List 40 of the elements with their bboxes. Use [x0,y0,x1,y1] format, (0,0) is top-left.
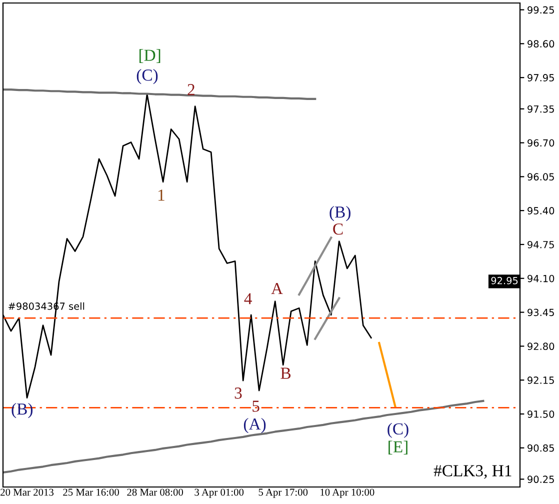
y-tick-label: 96.05 [528,173,554,181]
y-tick-label: 91.50 [528,410,554,418]
y-tick-label: 94.75 [528,240,554,248]
y-tick-label: 92.15 [528,376,554,384]
y-tick-label: 95.40 [528,207,554,214]
line-series [298,236,332,296]
x-tick-label: 5 Apr 17:00 [258,488,308,498]
y-tick-label: 97.35 [528,105,554,113]
annotation: (B) [12,402,33,418]
x-tick-label: 10 Apr 10:00 [320,488,374,498]
y-tick-label: 92.80 [528,342,554,350]
annotation: (B) [330,206,350,222]
annotation: 2 [188,84,194,96]
x-tick-label: 20 Mar 2013 [0,488,54,496]
annotation: 1 [158,190,164,201]
x-tick-label: 3 Apr 01:00 [194,488,244,498]
annotation: 92.95 [491,276,518,284]
y-tick-label: 99.25 [528,6,554,14]
annotation: 5 [252,400,260,412]
y-tick-label: 98.60 [528,40,554,48]
annotation: (C) [136,69,158,84]
y-tick-label: 96.70 [528,139,554,147]
annotation: [D] [139,49,160,63]
annotation: (C) [388,422,408,438]
annotation: 4 [244,293,252,304]
y-tick-label: 90.25 [528,476,554,484]
annotation: 3 [234,388,242,399]
annotation: C [333,223,343,235]
x-tick-label: 28 Mar 08:00 [127,488,184,496]
y-tick-label: 90.85 [528,444,554,452]
x-tick-label: 25 Mar 16:00 [63,488,119,496]
annotation: [E] [388,440,408,455]
annotation: #CLK3, H1 [434,465,512,479]
annotation: (A) [244,418,266,434]
y-tick-label: 94.10 [528,274,554,282]
annotation: A [271,283,283,294]
annotation: B [280,368,291,379]
y-tick-label: 97.95 [528,74,554,82]
y-tick-label: 93.45 [528,308,554,316]
line-series [314,297,340,340]
